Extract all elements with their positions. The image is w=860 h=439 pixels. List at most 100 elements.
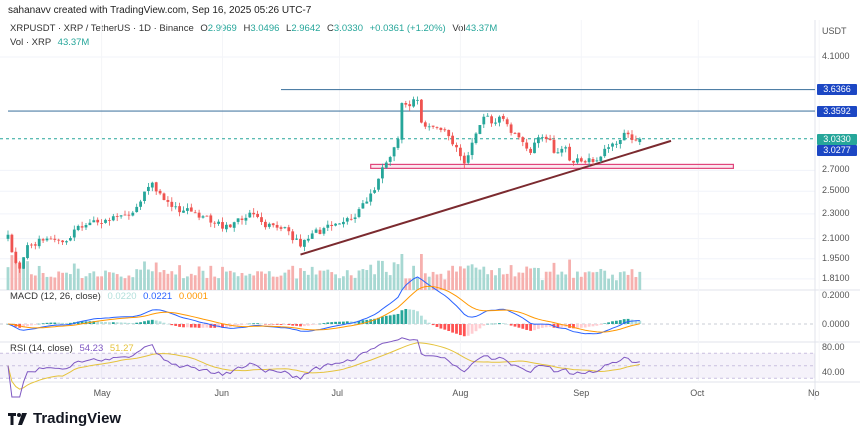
candle-body [427, 126, 431, 128]
price-tick: 2.3000 [822, 207, 850, 218]
volume-bar [342, 276, 345, 290]
candle-body [45, 238, 49, 241]
macd-histogram-bar [361, 320, 365, 324]
volume-bar [33, 275, 37, 290]
candle-body [443, 129, 447, 131]
candle-body [466, 155, 470, 163]
macd-histogram-bar [100, 321, 103, 324]
candle-body [384, 162, 388, 168]
volume-bar [303, 270, 306, 290]
candle-body [349, 218, 353, 220]
volume-bars [6, 254, 642, 290]
volume-bar [154, 262, 158, 290]
macd-histogram-bar [381, 316, 384, 324]
volume-bar [447, 270, 451, 290]
macd-signal-line [7, 285, 640, 333]
volume-bar [14, 260, 18, 290]
high-value: 3.0496 [250, 23, 280, 34]
volume-bar [384, 271, 388, 290]
macd-histogram-bar [427, 322, 431, 324]
volume-bar [478, 269, 482, 290]
candle-body [365, 201, 369, 204]
candle-body [525, 142, 529, 149]
candle-body [213, 222, 217, 224]
volume-bar [158, 272, 162, 290]
macd-histogram-bar [533, 324, 536, 331]
volume-bar [150, 271, 154, 290]
volume-bar [69, 274, 72, 290]
macd-histogram-bar [127, 322, 131, 324]
rsi-value: 54.23 [79, 343, 104, 354]
volume-bar [41, 273, 45, 290]
volume-bar [505, 273, 509, 290]
candle-body [193, 212, 197, 214]
macd-histogram-bar [162, 322, 166, 324]
candle-body [100, 223, 103, 224]
volume-bar [548, 271, 552, 290]
volume-bar [209, 265, 213, 290]
macd-histogram-bar [470, 324, 474, 334]
candle-body [361, 203, 365, 209]
volume-bar [162, 270, 166, 290]
macd-histogram-bar [45, 322, 49, 324]
candle-body [291, 231, 295, 241]
volume-bar [310, 266, 314, 290]
trendline [300, 139, 672, 256]
volume-bar [135, 269, 139, 290]
macd-histogram-bar [392, 314, 396, 324]
volume-bar [115, 274, 119, 290]
rsi-tick: 40.00 [822, 367, 845, 377]
volume-bar [338, 278, 341, 290]
macd-histogram-bar [96, 321, 100, 324]
candle-body [299, 238, 302, 247]
volume-bar [314, 274, 318, 290]
candle-body [162, 193, 166, 201]
candle-body [92, 220, 96, 223]
volume-bar [634, 277, 638, 290]
candle-body [521, 137, 525, 143]
candle-body [615, 143, 618, 145]
macd-histogram-bar [217, 324, 220, 328]
volume-bar [455, 271, 458, 290]
macd-histogram-bar [388, 315, 392, 324]
candle-body [501, 115, 505, 119]
volume-bar [72, 263, 76, 290]
candle-body [326, 224, 330, 228]
macd-histogram-bar [22, 324, 25, 328]
macd-histogram-bar [462, 324, 466, 337]
candle-body [76, 225, 80, 231]
macd-histogram-bar [622, 319, 626, 324]
volume-bar [564, 274, 568, 290]
macd-histogram-bar [30, 324, 33, 326]
macd-histogram-bar [478, 324, 482, 329]
volume-bar [486, 274, 490, 290]
macd-histogram-value: 0.0220 [107, 291, 137, 302]
volume-bar [615, 280, 618, 290]
candle-body [154, 182, 158, 192]
macd-histogram-bar [400, 310, 404, 324]
volume-bar [45, 276, 49, 290]
macd-histogram-bar [615, 320, 618, 324]
candle-body [72, 229, 76, 238]
candle-body [388, 157, 392, 162]
macd-label[interactable]: MACD (12, 26, close) [10, 291, 101, 302]
candle-body [353, 217, 357, 219]
macd-histogram-bar [345, 321, 349, 324]
high-label: H [243, 23, 251, 34]
candle-body [264, 221, 267, 228]
macd-histogram-bar [264, 324, 267, 325]
currency-label: USDT [822, 26, 847, 36]
macd-histogram-bar [166, 323, 170, 325]
candle-body [252, 212, 256, 215]
macd-histogram-bar [115, 322, 119, 324]
macd-histogram-bar [607, 322, 610, 324]
volume-label[interactable]: Vol · XRP [10, 37, 52, 48]
macd-histogram-bar [490, 323, 493, 325]
tradingview-logo[interactable]: TradingView [8, 410, 121, 427]
candle-body [342, 221, 345, 225]
volume-bar [10, 255, 14, 290]
rsi-label[interactable]: RSI (14, close) [10, 343, 73, 354]
candle-body [420, 99, 423, 123]
volume-bar [22, 262, 25, 290]
